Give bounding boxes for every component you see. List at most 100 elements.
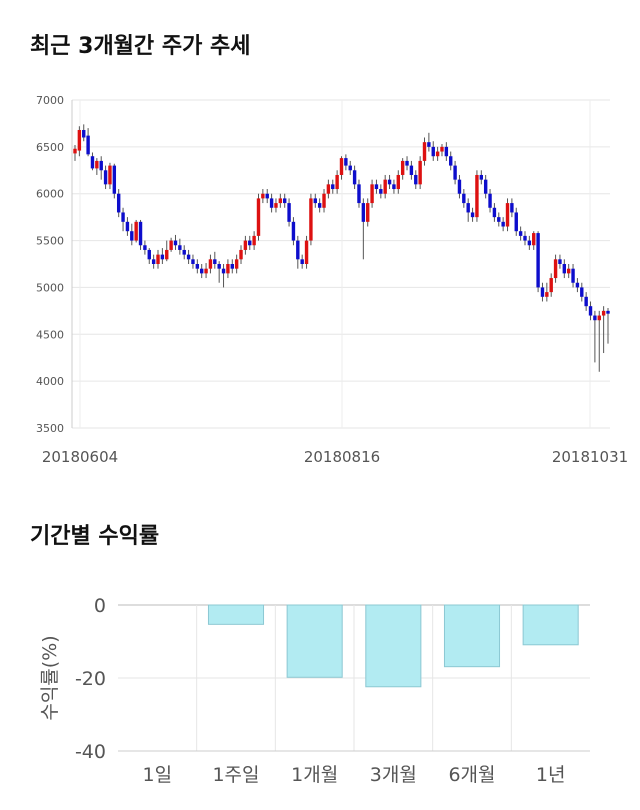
candle-body — [383, 179, 387, 194]
candle-body — [475, 174, 479, 218]
candle-body — [182, 249, 186, 255]
candle-body — [239, 249, 243, 260]
candle-body — [370, 184, 374, 204]
y-tick-label: 4500 — [36, 328, 64, 341]
candle-body — [553, 259, 558, 279]
y-tick-label: 7000 — [36, 94, 64, 107]
candle-body — [536, 233, 540, 288]
candle-body — [422, 142, 427, 161]
candle-body — [274, 203, 278, 208]
candle-body — [348, 165, 352, 171]
price-candlestick-chart: 3500 4000 4500 5000 5500 6000 6500 7000 20180604… — [36, 94, 628, 466]
candle-body — [234, 259, 239, 269]
candle-body — [77, 129, 82, 151]
return-bar — [365, 604, 422, 688]
candle-body — [566, 268, 571, 274]
y-tick-label: 4000 — [36, 375, 64, 388]
candle-body — [90, 156, 95, 169]
candle-body — [588, 306, 593, 316]
candle-body — [134, 221, 138, 241]
candle-body — [431, 146, 435, 157]
candle-body — [143, 245, 147, 250]
candle-body — [444, 146, 449, 157]
candle-body — [204, 268, 208, 274]
return-bar — [522, 604, 579, 646]
candle-body — [304, 240, 309, 264]
candle-body — [374, 184, 379, 190]
candle-body — [82, 129, 86, 138]
price-trend-title: 최근 3개월간 주가 추세 — [30, 34, 251, 59]
candle-body — [427, 142, 431, 147]
candle-body — [186, 254, 191, 260]
candle-body — [230, 264, 234, 269]
candle-body — [597, 315, 601, 321]
candle-body — [505, 203, 510, 227]
candle-body — [387, 179, 392, 185]
candle-body — [160, 254, 165, 260]
candle-body — [545, 292, 549, 297]
candle-body — [173, 240, 178, 246]
candle-body — [527, 240, 532, 246]
y-tick-label: 6000 — [36, 188, 64, 201]
candle-body — [165, 249, 169, 260]
candle-body — [418, 160, 422, 185]
x-tick-label: 1개월 — [291, 764, 338, 786]
candle-body — [414, 174, 418, 185]
candle-body — [248, 240, 252, 246]
candle-body — [440, 146, 444, 152]
candle-body — [457, 179, 462, 194]
candle-body — [497, 217, 501, 222]
candle-body — [352, 170, 357, 185]
candle-body — [138, 221, 143, 246]
candle-body — [470, 212, 475, 218]
candle-body — [283, 198, 287, 204]
candle-body — [86, 135, 90, 155]
y-tick-label: 5000 — [36, 281, 64, 294]
candle-body — [300, 259, 304, 264]
candle-body — [593, 315, 597, 321]
candle-body — [331, 184, 335, 190]
candle-body — [95, 160, 99, 169]
candle-body — [213, 259, 217, 264]
candle-body — [265, 193, 269, 199]
candle-body — [195, 264, 200, 269]
candle-body — [147, 249, 151, 260]
candle-body — [99, 160, 103, 171]
y-tick-label: 5500 — [36, 235, 64, 248]
candle-body — [243, 240, 248, 250]
candle-body — [518, 231, 523, 236]
candle-body — [191, 259, 195, 264]
candle-body — [580, 287, 584, 297]
period-return-title: 기간별 수익률 — [30, 524, 160, 549]
candle-body — [575, 282, 580, 288]
candle-body — [392, 184, 396, 190]
candle-body — [405, 160, 409, 166]
candle-body — [296, 240, 300, 260]
candle-body — [169, 240, 173, 250]
x-tick-label: 3개월 — [370, 764, 417, 786]
candle-body — [309, 198, 313, 241]
candle-body — [488, 193, 492, 208]
candle-body — [540, 287, 545, 297]
candle-body — [366, 203, 370, 222]
candle-body — [409, 165, 414, 175]
candle-body — [121, 212, 125, 222]
candle-body — [287, 203, 291, 222]
y-tick-label: 6500 — [36, 141, 64, 154]
candle-body — [317, 203, 322, 208]
candle-body — [103, 170, 108, 185]
candle-body — [510, 203, 514, 213]
candle-body — [501, 221, 505, 227]
candle-body — [532, 233, 536, 246]
candle-body — [571, 268, 575, 283]
candle-body — [291, 221, 296, 241]
candle-body — [584, 296, 588, 307]
candle-body — [335, 174, 339, 190]
return-bar — [443, 604, 501, 668]
candle-body — [226, 264, 230, 274]
candle-body — [361, 203, 366, 222]
candle-body — [514, 212, 518, 232]
candle-body — [483, 179, 488, 194]
candle-body — [178, 245, 182, 250]
candle-body — [379, 189, 383, 194]
